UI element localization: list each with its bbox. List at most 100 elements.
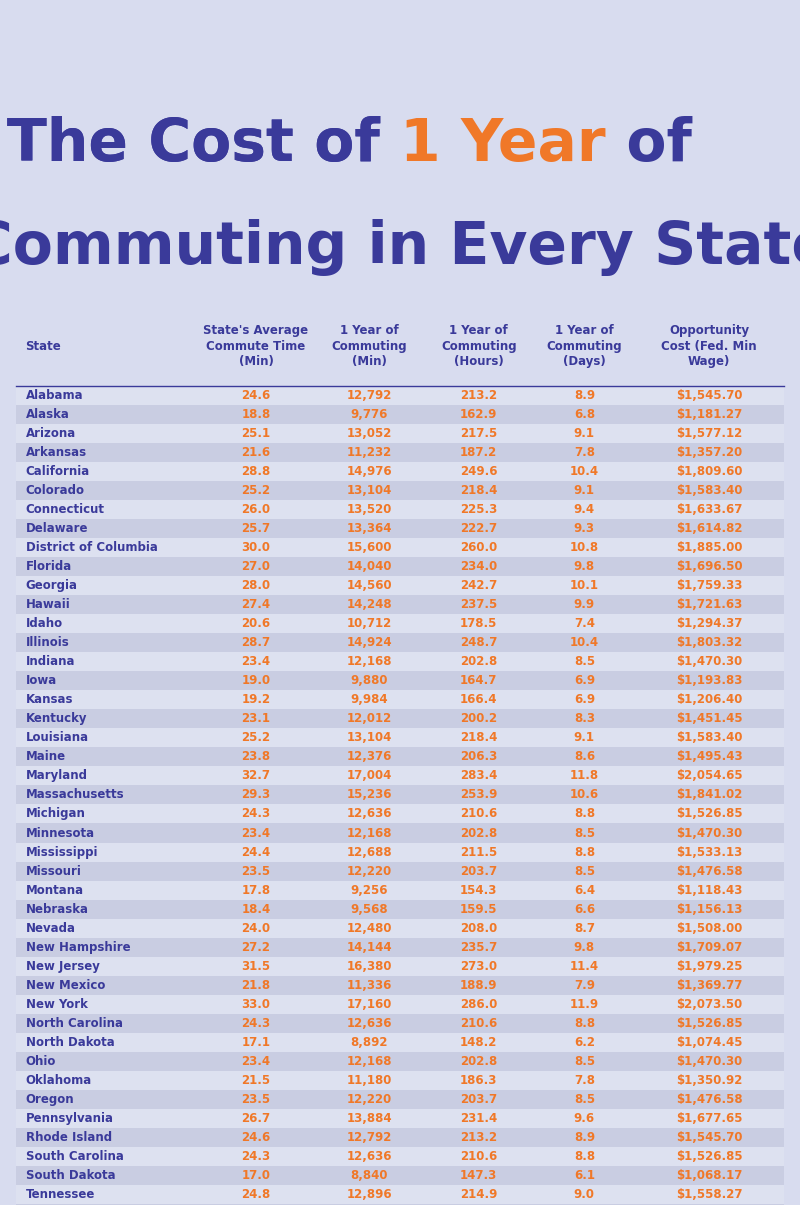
Text: 12,220: 12,220 [346,1093,392,1106]
Text: 6.9: 6.9 [574,675,595,687]
Bar [16,862,784,881]
Text: 9.6: 9.6 [574,1112,595,1125]
Text: 273.0: 273.0 [460,960,498,972]
Text: 148.2: 148.2 [460,1036,498,1048]
Text: 217.5: 217.5 [460,427,498,440]
Text: $1,294.37: $1,294.37 [676,617,742,630]
Text: 18.4: 18.4 [242,903,270,916]
Text: Connecticut: Connecticut [26,502,105,516]
Bar [16,537,784,557]
Bar [16,881,784,900]
Text: 24.3: 24.3 [242,1151,270,1163]
Text: 27.4: 27.4 [242,598,270,611]
Text: 9.8: 9.8 [574,941,595,953]
Text: $1,709.07: $1,709.07 [676,941,742,953]
Text: 249.6: 249.6 [460,465,498,477]
Text: 6.1: 6.1 [574,1169,595,1182]
Text: Minnesota: Minnesota [26,827,94,840]
Text: State: State [26,340,62,353]
Text: 6.2: 6.2 [574,1036,595,1048]
Text: 213.2: 213.2 [460,389,498,401]
Text: 32.7: 32.7 [242,770,270,782]
Text: 213.2: 213.2 [460,1131,498,1144]
Text: South Dakota: South Dakota [26,1169,115,1182]
Bar [16,1186,784,1204]
Text: 9,984: 9,984 [350,693,388,706]
Text: 9.3: 9.3 [574,522,595,535]
Text: 8,892: 8,892 [350,1036,388,1048]
Text: 9.0: 9.0 [574,1188,595,1201]
Text: $1,545.70: $1,545.70 [676,1131,742,1144]
Text: 7.8: 7.8 [574,446,595,459]
Text: 11.8: 11.8 [570,770,599,782]
Text: 253.9: 253.9 [460,788,498,801]
Bar [16,405,784,424]
Text: $1,583.40: $1,583.40 [676,484,742,496]
Text: 20.6: 20.6 [242,617,270,630]
Text: 231.4: 231.4 [460,1112,498,1125]
Bar [16,519,784,537]
Text: 8.8: 8.8 [574,807,595,821]
Text: Hawaii: Hawaii [26,598,70,611]
Bar [16,671,784,690]
Text: 17,160: 17,160 [346,998,392,1011]
Bar [16,633,784,652]
Text: 23.8: 23.8 [242,751,270,763]
Text: 28.7: 28.7 [242,636,270,649]
Text: 237.5: 237.5 [460,598,498,611]
Text: New York: New York [26,998,87,1011]
Text: 13,104: 13,104 [346,484,392,496]
Text: 25.2: 25.2 [242,484,270,496]
Text: 26.0: 26.0 [242,502,270,516]
Text: 12,168: 12,168 [346,1056,392,1068]
Text: South Carolina: South Carolina [26,1151,123,1163]
Text: 9.1: 9.1 [574,731,595,745]
Text: $1,558.27: $1,558.27 [676,1188,742,1201]
Text: of: of [606,116,692,174]
Text: 12,376: 12,376 [346,751,392,763]
Text: 9,568: 9,568 [350,903,388,916]
Text: 21.6: 21.6 [242,446,270,459]
Bar [16,786,784,805]
Text: 27.0: 27.0 [242,560,270,572]
Text: 203.7: 203.7 [460,1093,498,1106]
Text: 24.4: 24.4 [242,846,270,858]
Text: 9.9: 9.9 [574,598,595,611]
Text: 218.4: 218.4 [460,731,498,745]
Text: 24.0: 24.0 [242,922,270,935]
Text: 8.6: 8.6 [574,751,595,763]
Text: 33.0: 33.0 [242,998,270,1011]
Text: $1,118.43: $1,118.43 [676,883,742,897]
Text: Pennsylvania: Pennsylvania [26,1112,114,1125]
Bar [16,710,784,728]
Text: 17.8: 17.8 [242,883,270,897]
Text: 19.0: 19.0 [242,675,270,687]
Text: $1,533.13: $1,533.13 [676,846,742,858]
Text: 8.8: 8.8 [574,846,595,858]
Text: 12,636: 12,636 [346,1151,392,1163]
Text: $1,357.20: $1,357.20 [676,446,742,459]
Text: 24.8: 24.8 [242,1188,270,1201]
Text: 23.1: 23.1 [242,712,270,725]
Text: Maryland: Maryland [26,770,88,782]
Bar [16,976,784,995]
Text: Indiana: Indiana [26,656,75,668]
Text: Oregon: Oregon [26,1093,74,1106]
Text: 24.6: 24.6 [242,389,270,401]
Text: Arizona: Arizona [26,427,76,440]
Text: 8.8: 8.8 [574,1151,595,1163]
Text: 8.8: 8.8 [574,1017,595,1030]
Text: 206.3: 206.3 [460,751,498,763]
Text: $1,614.82: $1,614.82 [676,522,742,535]
Text: 12,688: 12,688 [346,846,392,858]
Text: 14,040: 14,040 [346,560,392,572]
Text: Oklahoma: Oklahoma [26,1074,92,1087]
Bar [16,1166,784,1186]
Text: 28.0: 28.0 [242,580,270,592]
Text: 12,168: 12,168 [346,827,392,840]
Text: 214.9: 214.9 [460,1188,498,1201]
Text: 8.5: 8.5 [574,1056,595,1068]
Text: Michigan: Michigan [26,807,86,821]
Bar [16,576,784,595]
Text: Maine: Maine [26,751,66,763]
